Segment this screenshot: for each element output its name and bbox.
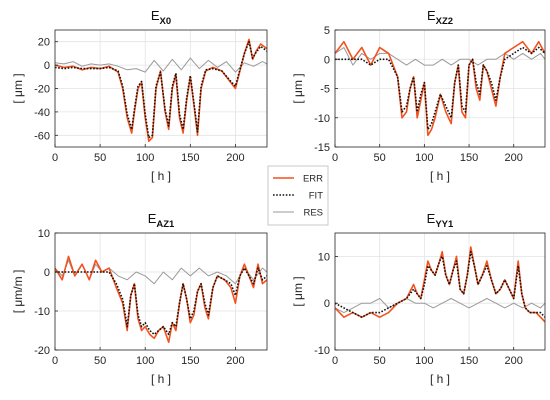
y-axis-label: [ μm/m ] (11, 270, 25, 314)
x-tick-label: 100 (136, 152, 154, 164)
y-tick-label: 0 (324, 298, 330, 310)
title-subscript: YY1 (435, 219, 454, 230)
x-tick-label: 150 (460, 152, 478, 164)
x-tick-label: 50 (374, 152, 386, 164)
y-tick-label: 5 (324, 25, 330, 37)
chart-title: EYY1 (427, 211, 454, 230)
y-axis-label: [ μm ] (11, 73, 25, 103)
x-tick-label: 50 (374, 355, 386, 367)
x-tick-label: 0 (52, 355, 58, 367)
x-axis-label: [ h ] (430, 372, 450, 386)
y-tick-label: -15 (314, 142, 330, 154)
legend: ERR FIT RES (267, 165, 329, 226)
chart-2: 0 50 100 150 200 -15 -10 -5 0 5 [ h ] [ μm ] EXZ2 (291, 8, 546, 183)
title-subscript: X0 (160, 16, 172, 27)
y-axis-label: [ μm ] (291, 73, 305, 103)
x-axis-label: [ h ] (430, 169, 450, 183)
title-subscript: XZ2 (436, 16, 453, 27)
y-tick-label: -10 (34, 306, 50, 318)
y-tick-label: -60 (34, 130, 50, 142)
x-tick-label: 150 (181, 152, 199, 164)
axes-frame (54, 232, 268, 351)
title-main: E (427, 211, 436, 226)
x-tick-label: 50 (94, 355, 106, 367)
x-tick-label: 100 (415, 152, 433, 164)
chart-title: EXZ2 (427, 8, 453, 27)
y-tick-label: -10 (314, 345, 330, 357)
x-tick-label: 150 (181, 355, 199, 367)
x-tick-label: 0 (332, 355, 338, 367)
y-tick-label: -20 (34, 345, 50, 357)
series-line-fit (55, 40, 267, 139)
title-main: E (148, 211, 157, 226)
series-line-res (335, 47, 545, 66)
title-subscript: AZ1 (156, 219, 175, 230)
y-tick-label: 10 (318, 251, 330, 263)
x-tick-label: 100 (415, 355, 433, 367)
axes-frame (334, 232, 546, 351)
y-tick-label: -5 (320, 84, 330, 96)
y-tick-label: -20 (34, 84, 50, 96)
y-tick-label: -40 (34, 107, 50, 119)
legend-box (267, 165, 329, 226)
y-axis-label: [ μm ] (291, 276, 305, 306)
y-tick-label: 0 (44, 60, 50, 72)
series-line-fit (55, 267, 267, 336)
x-tick-label: 50 (94, 152, 106, 164)
chart-title: EX0 (151, 8, 171, 27)
y-tick-label: -10 (314, 113, 330, 125)
legend-label-err: ERR (303, 174, 323, 185)
x-tick-label: 200 (226, 355, 244, 367)
y-tick-label: 20 (38, 37, 50, 49)
y-tick-label: 10 (38, 228, 50, 240)
y-tick-label: 0 (44, 267, 50, 279)
series-line-res (335, 298, 545, 314)
chart-title: EAZ1 (148, 211, 175, 230)
x-axis-label: [ h ] (151, 372, 171, 386)
legend-label-fit: FIT (309, 191, 323, 202)
series-line-err (55, 38, 267, 142)
title-main: E (151, 8, 160, 23)
x-tick-label: 200 (226, 152, 244, 164)
title-main: E (427, 8, 436, 23)
y-tick-label: 0 (324, 54, 330, 66)
x-tick-label: 200 (505, 152, 523, 164)
x-tick-label: 150 (460, 355, 478, 367)
legend-label-res: RES (303, 208, 323, 219)
x-tick-label: 100 (136, 355, 154, 367)
x-tick-label: 0 (332, 152, 338, 164)
x-tick-label: 0 (52, 152, 58, 164)
x-axis-label: [ h ] (151, 169, 171, 183)
series-line-fit (335, 250, 545, 318)
x-tick-label: 200 (505, 355, 523, 367)
chart-3: 0 50 100 150 200 -20 -10 0 10 [ h ] [ μm/m ] EAZ1 (11, 211, 268, 386)
series-line-res (55, 57, 267, 73)
chart-1: 0 50 100 150 200 -60 -40 -20 0 20 [ h ] [ μm ] EX0 (11, 8, 268, 183)
